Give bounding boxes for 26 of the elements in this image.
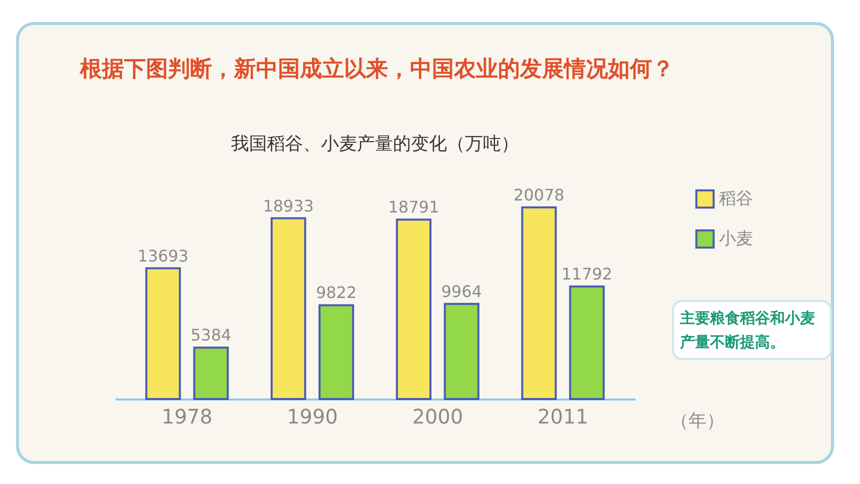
bar <box>145 267 181 400</box>
chart-title: 根据下图判断，新中国成立以来，中国农业的发展情况如何？ <box>80 56 674 84</box>
text: 主要粮食稻谷和小麦产量不断提高。 <box>672 300 832 360</box>
bar <box>396 218 432 400</box>
bar <box>521 206 557 400</box>
x-tick-label: 2000 <box>412 404 464 428</box>
data-label: 18933 <box>262 196 314 216</box>
x-axis-title: （年） <box>670 410 724 432</box>
data-label: 11792 <box>561 264 612 284</box>
data-label: 13693 <box>138 246 189 266</box>
data-label: 9822 <box>316 283 357 302</box>
bar <box>318 304 354 400</box>
x-tick-label: 1990 <box>286 404 338 428</box>
bar <box>569 285 605 400</box>
bar <box>193 346 229 400</box>
bar <box>444 302 480 400</box>
data-label: 18791 <box>388 198 440 217</box>
x-tick-label: 1978 <box>162 404 212 428</box>
chart-subtitle: 我国稻谷、小麦产量的变化（万吨） <box>231 133 519 154</box>
legend-label: 稻谷 <box>719 189 753 209</box>
data-label: 20078 <box>514 185 564 204</box>
legend-label: 小麦 <box>719 229 753 249</box>
bar <box>270 217 306 400</box>
x-tick-label: 2011 <box>538 404 588 428</box>
data-label: 9964 <box>441 282 482 301</box>
data-label: 5384 <box>190 326 232 345</box>
